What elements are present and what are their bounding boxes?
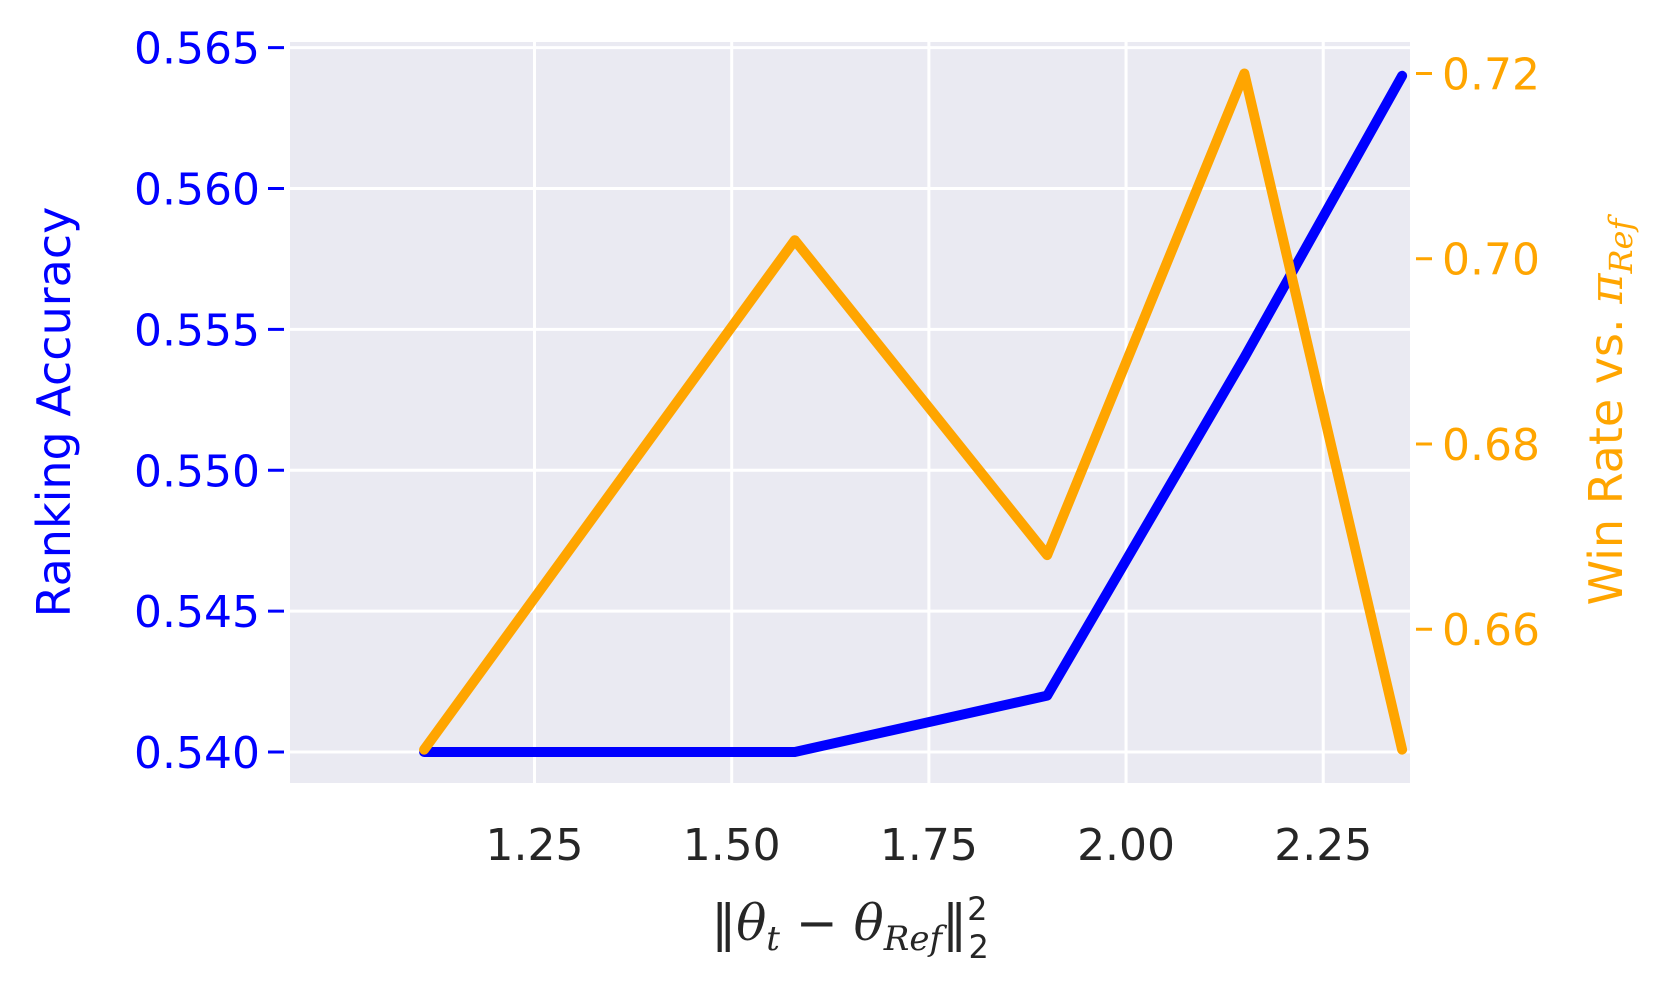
- x-tick-label: 2.25: [1274, 820, 1372, 871]
- y-right-tick-label: 0.68: [1442, 420, 1540, 471]
- y-right-tick-label: 0.70: [1442, 235, 1540, 286]
- win-rate-line: [419, 68, 1408, 755]
- y-left-tick-label: 0.550: [134, 446, 260, 497]
- y-right-tick-label: 0.66: [1442, 605, 1540, 656]
- y-left-tick-label: 0.565: [134, 24, 260, 75]
- y-left-tick-label: 0.545: [134, 587, 260, 638]
- y-left-tick-label: 0.540: [134, 728, 260, 779]
- plot-background: [290, 42, 1410, 783]
- x-tick-label: 2.00: [1077, 820, 1175, 871]
- x-tick-label: 1.75: [880, 820, 978, 871]
- y-right-tick-label: 0.72: [1442, 49, 1540, 100]
- x-tick-label: 1.50: [683, 820, 781, 871]
- y-left-axis-label: Ranking Accuracy: [27, 207, 81, 618]
- axis-ticks: 1.25 1.50 1.75 2.00 2.25 0.540 0.545 0.550 0.555…: [134, 24, 1540, 871]
- y-left-tick-label: 0.560: [134, 165, 260, 216]
- y-right-axis-label: Win Rate vs. πRef: [1579, 214, 1640, 606]
- series-lines: [419, 68, 1408, 758]
- ranking-accuracy-line: [419, 70, 1408, 758]
- x-axis-label: ‖θt − θRef‖2 2: [711, 890, 989, 966]
- y-left-tick-label: 0.555: [134, 305, 260, 356]
- x-tick-label: 1.25: [486, 820, 584, 871]
